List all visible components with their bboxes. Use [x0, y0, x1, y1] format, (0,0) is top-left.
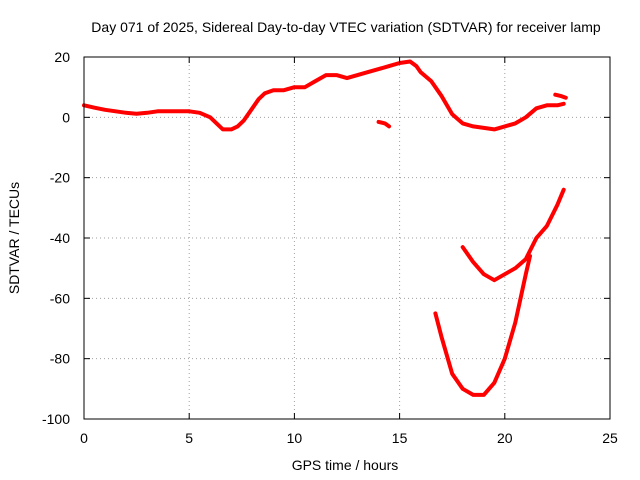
series-short-segment-a — [376, 119, 392, 129]
x-axis-label: GPS time / hours — [292, 457, 399, 473]
series-main-trace — [82, 59, 566, 132]
y-tick-label: -80 — [50, 351, 70, 367]
y-tick-label: 20 — [54, 49, 70, 65]
x-tick-label: 15 — [392, 430, 408, 446]
chart-title: Day 071 of 2025, Sidereal Day-to-day VTE… — [91, 19, 601, 35]
y-tick-label: -60 — [50, 290, 70, 306]
x-tick-label: 20 — [497, 430, 513, 446]
y-tick-label: -20 — [50, 170, 70, 186]
series-layer — [82, 59, 568, 397]
y-tick-label: 0 — [62, 109, 70, 125]
y-tick-label: -100 — [42, 411, 70, 427]
x-tick-label: 5 — [185, 430, 193, 446]
x-tick-label: 10 — [287, 430, 303, 446]
series-deep-dip-trace — [433, 254, 532, 397]
y-axis-label: SDTVAR / TECUs — [6, 182, 22, 294]
series-short-segment-b — [553, 92, 568, 100]
grid-layer — [84, 57, 610, 419]
x-tick-label: 0 — [80, 430, 88, 446]
tick-layer: 0 5 10 15 20 25 -100 -80 -60 -40 -20 0 20 — [42, 49, 618, 446]
y-tick-label: -40 — [50, 230, 70, 246]
x-tick-label: 25 — [602, 430, 618, 446]
series-upper-descent-trace — [460, 187, 566, 283]
